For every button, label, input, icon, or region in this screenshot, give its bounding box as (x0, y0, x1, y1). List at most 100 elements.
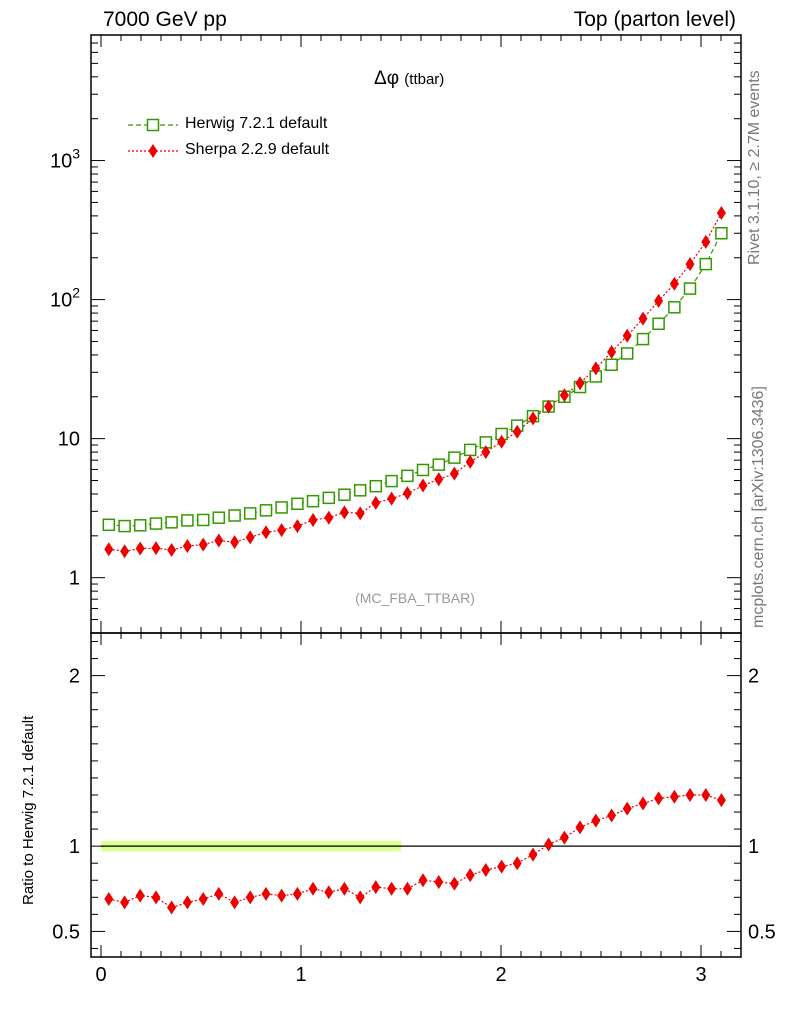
plot-title-subscript: (ttbar) (404, 71, 445, 88)
herwig-point (463, 443, 477, 457)
sherpa-point (387, 491, 397, 506)
sherpa-point (292, 519, 302, 534)
ratio-sherpa-point (701, 788, 711, 802)
ratio-sherpa-point (591, 813, 601, 828)
sherpa-point (151, 541, 161, 556)
x-tick-label: 2 (495, 964, 506, 986)
ratio-sherpa-point (622, 801, 632, 816)
herwig-point (385, 474, 398, 488)
herwig-point (605, 358, 618, 371)
ratio-sherpa-point (120, 895, 130, 910)
ratio-sherpa-point (261, 886, 271, 901)
ratio-sherpa-point (292, 886, 302, 901)
ratio-sherpa-point (324, 885, 334, 900)
legend-marker-sherpa (148, 144, 158, 158)
sherpa-point (465, 454, 475, 469)
sherpa-point (607, 344, 617, 359)
sherpa-point (449, 466, 459, 481)
sherpa-point (528, 411, 538, 426)
ratio-sherpa-point (245, 890, 255, 905)
plot-title-symbol: Δφ (374, 68, 400, 89)
sherpa-point (135, 541, 145, 556)
sherpa-point (622, 328, 632, 343)
herwig-point (699, 257, 713, 271)
sherpa-point (182, 538, 192, 553)
herwig-point (668, 301, 681, 314)
ratio-sherpa-point (559, 830, 569, 845)
herwig-point (291, 497, 304, 511)
ratio-sherpa-point (308, 881, 318, 896)
sherpa-point (654, 293, 664, 308)
sherpa-point (669, 276, 679, 291)
herwig-point (212, 511, 226, 524)
herwig-point (715, 227, 728, 240)
sherpa-point (481, 445, 491, 460)
legend-marker-herwig (146, 118, 160, 132)
ratio-sherpa-line (108, 794, 722, 909)
ratio-sherpa-point (214, 886, 224, 901)
sherpa-point (638, 311, 648, 326)
sherpa-point (339, 505, 349, 520)
ratio-sherpa-point (434, 874, 444, 889)
ratio-sherpa-point (638, 796, 648, 811)
ratio-y-tick-label-left: 1 (69, 836, 80, 858)
herwig-point (652, 317, 665, 331)
herwig-point (165, 516, 178, 529)
energy-label: 7000 GeV pp (103, 8, 227, 31)
sherpa-point (120, 544, 130, 559)
ratio-sherpa-point (230, 895, 240, 910)
process-label: Top (parton level) (573, 8, 736, 31)
sherpa-point (716, 205, 726, 220)
sherpa-point (104, 542, 114, 557)
herwig-point (149, 517, 163, 530)
sherpa-point (559, 388, 569, 403)
ratio-sherpa-point (277, 888, 287, 903)
ratio-sherpa-point (182, 895, 192, 910)
sherpa-point (685, 257, 695, 272)
ratio-sherpa-point (575, 820, 585, 835)
ratio-sherpa-point (402, 881, 412, 896)
ratio-y-tick-label-right: 1 (748, 836, 759, 858)
herwig-point (196, 513, 210, 527)
ratio-sherpa-point (512, 856, 522, 871)
sherpa-point (245, 530, 255, 545)
sherpa-point (261, 525, 271, 540)
analysis-label: (MC_FBA_TTBAR) (355, 590, 475, 606)
x-tick-label: 3 (695, 964, 706, 986)
herwig-point (322, 491, 336, 505)
x-tick-label: 0 (95, 964, 106, 986)
herwig-point (306, 494, 320, 508)
herwig-point (338, 488, 351, 501)
sherpa-point (544, 399, 554, 414)
herwig-point (243, 507, 257, 520)
ratio-sherpa-point (387, 881, 397, 896)
plot-title: Δφ (ttbar) (374, 68, 444, 90)
sherpa-point (324, 510, 334, 525)
sherpa-point (230, 535, 240, 550)
ratio-sherpa-point (607, 808, 617, 823)
herwig-point (448, 451, 461, 464)
ratio-sherpa-point (465, 868, 475, 883)
ratio-sherpa-point (135, 888, 145, 903)
legend-label-sherpa: Sherpa 2.2.9 default (185, 141, 330, 158)
sherpa-point (402, 486, 412, 501)
herwig-point (636, 332, 650, 346)
main-y-tick-label: 1 (69, 568, 80, 590)
herwig-point (228, 509, 241, 522)
ratio-sherpa-point (355, 890, 365, 905)
ratio-y-tick-label-right: 2 (748, 666, 759, 688)
ratio-sherpa-point (481, 863, 491, 878)
ratio-sherpa-point (449, 876, 459, 891)
herwig-point (259, 504, 273, 517)
sherpa-point (591, 361, 601, 376)
ratio-y-tick-label-left: 2 (69, 666, 80, 688)
sherpa-point (512, 424, 522, 439)
ratio-plot-frame (90, 632, 742, 958)
herwig-point (181, 514, 194, 527)
ratio-sherpa-point (669, 789, 679, 804)
herwig-point (416, 463, 430, 477)
sherpa-point (575, 376, 585, 391)
herwig-point (118, 519, 131, 533)
ratio-sherpa-point (418, 873, 428, 888)
x-tick-label: 1 (295, 964, 306, 986)
